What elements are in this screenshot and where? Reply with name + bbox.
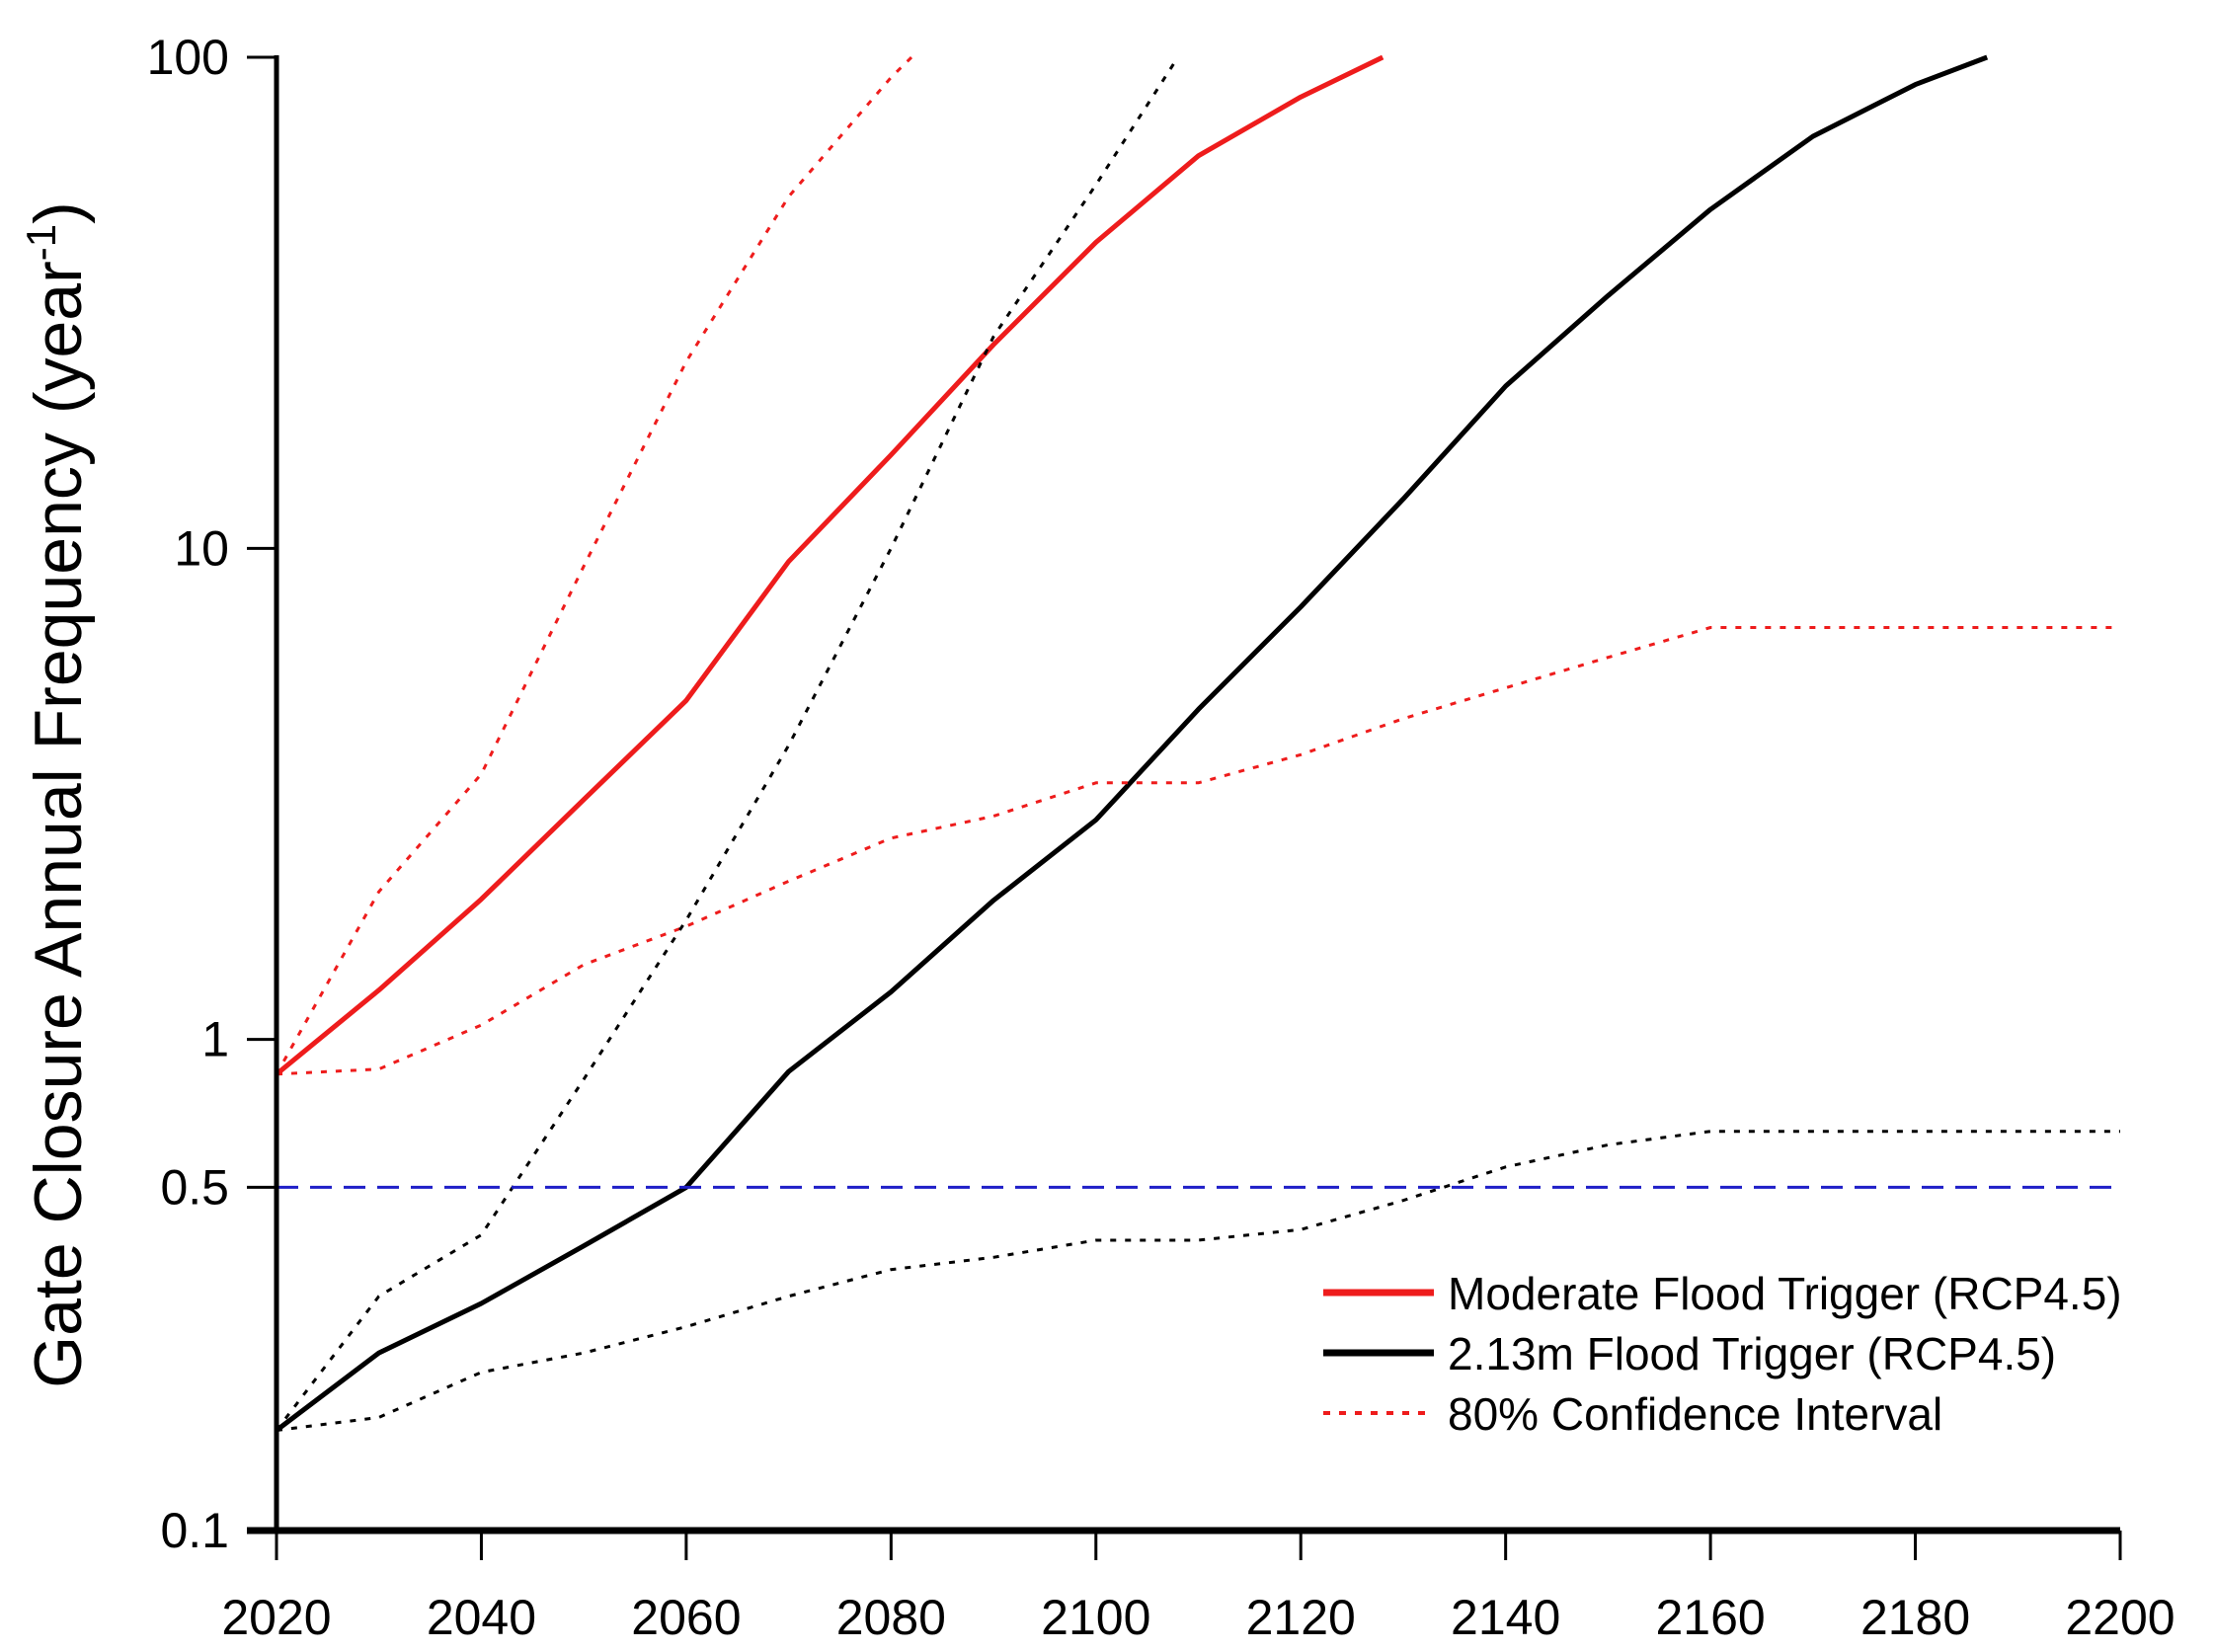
series-line-5 (276, 1130, 2120, 1432)
axes (247, 55, 2120, 1534)
y-axis-label-superscript: -1 (18, 224, 64, 261)
y-axis-label-main: Gate Closure Annual Frequency (year (21, 261, 96, 1388)
series-line-0 (275, 54, 1384, 1076)
legend-label: 80% Confidence Interval (1448, 1388, 1942, 1440)
legend-label: Moderate Flood Trigger (RCP4.5) (1448, 1268, 2122, 1319)
x-ticks: 2020 2040 2060 2080 2100 2120 2140 2160 2180 2200 (221, 1531, 2175, 1645)
y-tick-label: 0.1 (160, 1503, 229, 1558)
x-tick-label: 2080 (836, 1590, 946, 1645)
x-tick-label: 2180 (1860, 1590, 1970, 1645)
series-line-1 (275, 54, 1989, 1433)
y-tick-label: 100 (147, 30, 229, 85)
y-axis-label-close: ) (21, 201, 96, 224)
y-axis-label: Gate Closure Annual Frequency (year-1) (18, 201, 96, 1388)
x-tick-label: 2200 (2065, 1590, 2175, 1645)
series-line-3 (276, 626, 2120, 1076)
x-tick-label: 2020 (221, 1590, 331, 1645)
x-tick-label: 2140 (1451, 1590, 1560, 1645)
x-tick-label: 2160 (1655, 1590, 1765, 1645)
x-tick-label: 2060 (631, 1590, 741, 1645)
y-ticks: 100 10 1 0.5 0.1 (147, 30, 277, 1558)
series-line-2 (275, 55, 913, 1075)
x-tick-label: 2100 (1041, 1590, 1150, 1645)
y-tick-label: 0.5 (160, 1159, 229, 1215)
legend-label: 2.13m Flood Trigger (RCP4.5) (1448, 1328, 2056, 1379)
legend: Moderate Flood Trigger (RCP4.5) 2.13m Flo… (1323, 1268, 2122, 1440)
y-tick-label: 1 (201, 1012, 229, 1067)
series-line-4 (275, 56, 1180, 1432)
x-tick-label: 2120 (1246, 1590, 1356, 1645)
y-tick-label: 10 (174, 520, 229, 576)
x-tick-label: 2040 (427, 1590, 536, 1645)
series-layer (275, 54, 2120, 1433)
